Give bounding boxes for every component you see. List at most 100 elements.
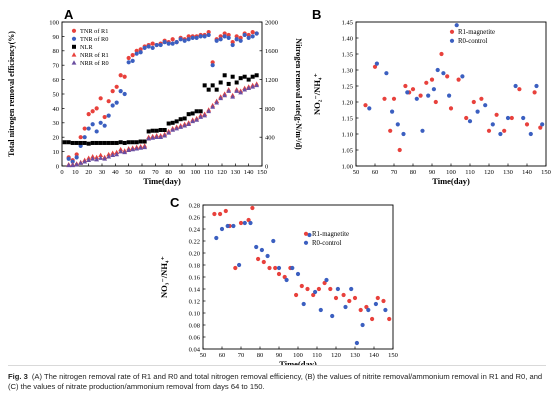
data-point [202, 83, 207, 88]
data-point [311, 292, 316, 298]
data-point [62, 140, 67, 145]
data-point [391, 96, 397, 101]
data-point [206, 29, 211, 35]
data-point [134, 140, 139, 145]
data-point [290, 265, 295, 271]
caption-text: (A) The nitrogen removal rate of R1 and … [8, 372, 543, 391]
data-point [242, 74, 247, 79]
data-point [238, 89, 244, 95]
y-tick-label: 0.14 [189, 286, 201, 293]
data-point [341, 292, 346, 298]
data-point [445, 74, 450, 79]
y2-axis-label: Nitrogen removal rate(g-N/m³/d) [294, 38, 303, 150]
data-point [479, 96, 484, 101]
data-point [106, 113, 111, 118]
x-tick-label: 10 [72, 169, 79, 176]
data-point [66, 156, 71, 161]
data-point [261, 259, 266, 265]
data-point [82, 140, 87, 145]
data-point [397, 147, 402, 153]
data-point [447, 93, 452, 98]
data-point [102, 140, 107, 145]
data-point [90, 122, 95, 127]
caption-divider [8, 365, 546, 366]
data-point [483, 103, 488, 108]
x-tick-label: 60 [372, 169, 379, 176]
data-point [114, 100, 119, 105]
y-tick-label: 1.05 [342, 147, 353, 154]
data-point [70, 162, 76, 168]
data-point [250, 34, 255, 39]
data-point [98, 155, 104, 160]
data-point [373, 301, 378, 307]
data-point [276, 265, 282, 271]
x-tick-label: 140 [244, 169, 254, 176]
data-point [214, 235, 219, 241]
y-tick-label: 20 [53, 135, 60, 142]
data-point [246, 32, 251, 38]
panel-c: C 50 60 70 80 90 100 110 120 130 140 150 0.04 0.06 0.0… [159, 195, 398, 365]
y-tick-label: 50 [53, 91, 60, 98]
data-point [347, 298, 352, 304]
data-point [114, 140, 119, 145]
data-point [90, 109, 95, 114]
data-point [460, 74, 465, 79]
x-tick-label: 70 [152, 169, 159, 176]
data-point [372, 64, 378, 69]
data-point [343, 304, 348, 310]
data-point [464, 115, 469, 121]
data-point [142, 45, 147, 51]
data-point [225, 223, 230, 229]
y2-tick-label: 1600 [265, 48, 278, 55]
data-point [238, 38, 243, 43]
data-point [150, 128, 155, 133]
y-tick-label: 0 [56, 163, 59, 170]
series-tnr-of-r0 [66, 31, 259, 164]
data-point [246, 217, 251, 223]
data-point [126, 147, 132, 152]
y-tick-label: 1.15 [342, 115, 353, 122]
data-point [174, 125, 180, 131]
data-point [186, 34, 191, 39]
legend-marker [449, 29, 455, 34]
data-point [222, 92, 228, 98]
data-point [524, 122, 530, 127]
data-point [352, 295, 358, 301]
data-point [282, 274, 287, 280]
data-point [284, 277, 289, 283]
data-point [509, 115, 514, 121]
y-tick-label: 30 [53, 120, 60, 127]
legend-marker [303, 231, 309, 236]
data-point [198, 109, 203, 114]
x-tick-label: 90 [276, 352, 283, 359]
data-point [182, 116, 187, 121]
x-tick-label: 120 [331, 352, 341, 359]
data-point [532, 90, 537, 95]
data-point [218, 95, 224, 101]
data-point [301, 301, 306, 307]
x-tick-label: 50 [125, 169, 132, 176]
data-point [318, 307, 323, 313]
data-point [150, 45, 155, 51]
data-point [242, 87, 248, 92]
y-tick-label: 40 [53, 106, 60, 113]
y-tick-label: 0.08 [189, 322, 200, 329]
data-point [454, 23, 459, 28]
series-nrr-of-r1 [66, 81, 260, 167]
data-point [259, 247, 264, 253]
legend-label: R1-magnetite [458, 29, 495, 36]
data-point [166, 121, 171, 126]
data-point [429, 77, 435, 82]
data-point [382, 96, 387, 101]
legend-marker [71, 36, 77, 41]
data-point [170, 127, 176, 132]
caption-label: Fig. 3 [8, 372, 28, 381]
data-point [299, 283, 304, 289]
data-point [226, 88, 232, 93]
y-tick-label: 0.22 [189, 238, 200, 245]
data-point [170, 37, 175, 42]
data-point [435, 67, 440, 73]
data-point [502, 128, 507, 133]
y-tick-label: 1.35 [342, 51, 353, 58]
data-point [521, 115, 526, 121]
